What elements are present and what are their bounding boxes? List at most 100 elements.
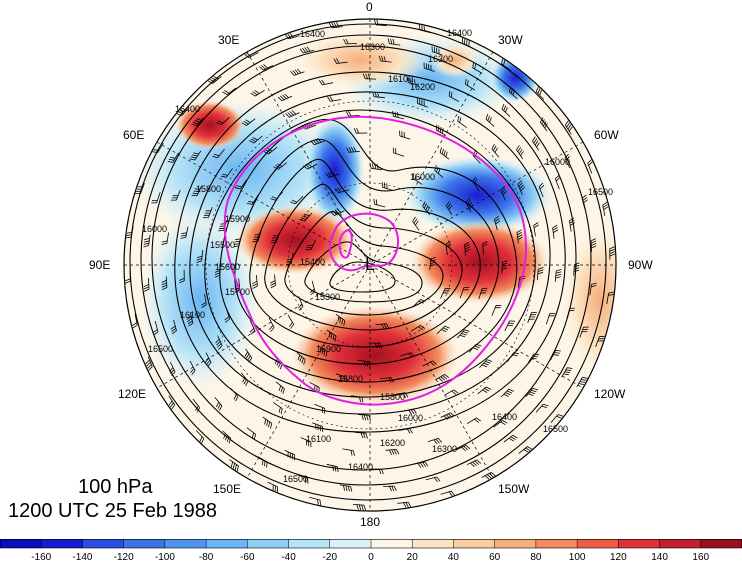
wind-barb (169, 361, 176, 377)
wind-barb (285, 33, 300, 40)
wind-barb (275, 381, 285, 394)
contour-label: 16000 (410, 172, 435, 182)
wind-barb (465, 78, 476, 91)
wind-barb (407, 77, 419, 86)
colorbar-segment (123, 539, 166, 548)
colorbar-tick-label: 120 (610, 552, 627, 561)
geopotential-contours (129, 23, 607, 501)
lon-label-120w: 120W (594, 387, 626, 401)
wind-barb (380, 377, 394, 383)
wind-barb (535, 403, 549, 413)
contour-label: 16300 (432, 444, 457, 454)
wind-barb (161, 232, 169, 245)
wind-barb (296, 352, 306, 365)
wind-barb (402, 408, 417, 415)
lon-label-120e: 120E (118, 387, 147, 401)
colorbar-tick-label: -100 (155, 552, 175, 561)
wind-barb (464, 241, 471, 256)
wind-barb (518, 446, 533, 454)
wind-barb (268, 317, 275, 332)
colorbar-segment (82, 539, 125, 548)
wind-barb (346, 146, 360, 153)
contour-label: 16400 (175, 104, 200, 114)
wind-barb (392, 147, 405, 157)
wind-barb (462, 37, 473, 49)
wind-barb (161, 276, 168, 291)
colorbar: -160 -140 -120 -100 -80 -60 -40 -20 0 20 40 60 80 100… (0, 539, 742, 561)
wind-barb (478, 287, 488, 300)
wind-barb (457, 329, 470, 339)
wind-barb (326, 329, 337, 342)
wind-barb (587, 159, 593, 174)
wind-barb (501, 58, 511, 71)
wind-barb (205, 352, 212, 367)
valid-time-title: 1200 UTC 25 Feb 1988 (8, 500, 218, 522)
wind-barb (606, 291, 614, 305)
wind-barb (170, 189, 181, 201)
colorbar-tick-label: 0 (368, 552, 374, 561)
colorbar-segment (0, 539, 42, 548)
colorbar-segment (494, 539, 537, 548)
wind-barb (392, 111, 405, 120)
colorbar-segment (41, 539, 83, 548)
wind-barb (465, 198, 474, 213)
contour-label: 15300 (315, 292, 340, 302)
wind-barb (230, 387, 239, 402)
colorbar-tick-label: -160 (31, 552, 51, 561)
colorbar-segment (618, 539, 661, 548)
wind-barb (357, 359, 371, 367)
wind-barb (224, 308, 230, 323)
contour-label: 16500 (588, 187, 613, 197)
wind-barb (516, 145, 524, 160)
colorbar-tick-label: -80 (199, 552, 214, 561)
wind-barb (422, 360, 437, 367)
pressure-level-title: 100 hPa (78, 476, 153, 498)
wind-barb (325, 171, 340, 178)
wind-barb (508, 86, 518, 100)
wind-barb (234, 278, 241, 293)
wind-barb (550, 414, 564, 424)
lon-label-180: 180 (360, 515, 381, 529)
contour-label: 16000 (545, 157, 570, 167)
wind-barb (284, 449, 296, 461)
wind-barb (309, 280, 316, 296)
contour-label: 16400 (447, 28, 472, 38)
wind-barb (375, 323, 390, 330)
wind-barb (398, 428, 413, 434)
wind-barb (216, 116, 230, 126)
wind-barb (477, 386, 492, 395)
wind-barb (516, 229, 523, 244)
wind-barb (501, 103, 511, 117)
wind-barb (554, 269, 562, 282)
wind-barb (270, 274, 276, 289)
wind-barb (248, 135, 263, 144)
wind-barb (457, 115, 467, 128)
colorbar-segment (535, 539, 578, 548)
wind-barb (273, 162, 288, 170)
wind-barb (394, 392, 409, 398)
contour-label: 15500 (210, 240, 235, 250)
wind-barb (334, 187, 350, 194)
wind-barb (589, 282, 597, 296)
wind-barb (354, 431, 368, 439)
wind-barb (400, 352, 415, 358)
wind-barb (290, 68, 305, 76)
colorbar-segment (329, 539, 372, 548)
colorbar-tick-label: 40 (448, 552, 460, 561)
lon-label-150e: 150E (213, 482, 242, 496)
wind-barb (554, 174, 561, 190)
wind-barb (212, 148, 225, 159)
wind-barb (435, 374, 450, 382)
wind-barb (250, 90, 265, 97)
contour-label: 16400 (492, 412, 517, 422)
wind-barb (233, 235, 242, 248)
contour-label: 16500 (148, 344, 173, 354)
wind-barb (545, 313, 556, 325)
wind-barb (191, 117, 205, 127)
wind-barb (339, 484, 353, 492)
wind-barb (285, 110, 300, 118)
wind-barb (425, 476, 441, 483)
wind-barb (191, 185, 203, 197)
colorbar-tick-label: -140 (72, 552, 92, 561)
wind-barb (423, 62, 435, 72)
